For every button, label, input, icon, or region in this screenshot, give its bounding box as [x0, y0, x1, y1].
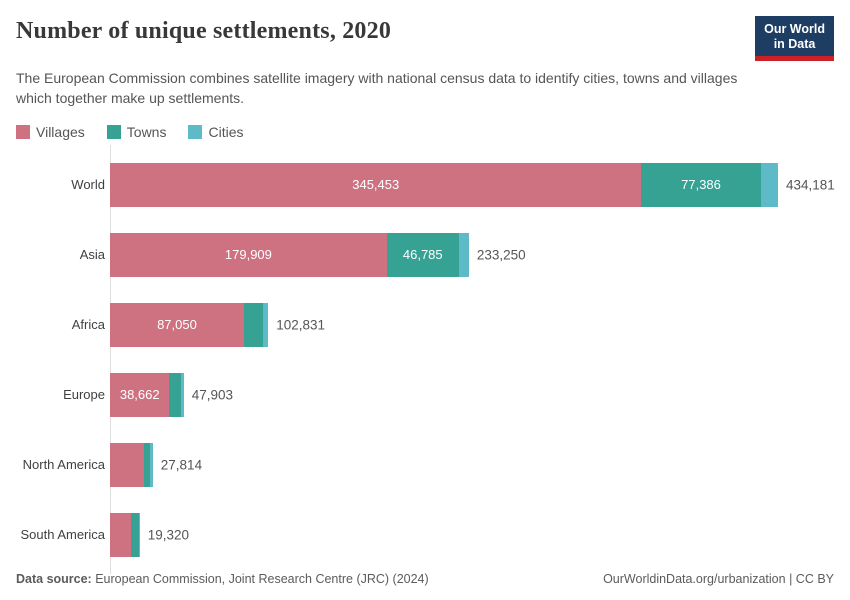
segment-value-label: 77,386	[681, 177, 721, 193]
bar-segment-villages[interactable]: 345,453	[110, 162, 642, 207]
stacked-bar: 87,050	[110, 302, 834, 347]
y-axis-line	[110, 144, 111, 574]
bar-segment-towns[interactable]	[243, 302, 263, 347]
bar-segment-villages[interactable]	[110, 442, 145, 487]
chart-footer: Data source: European Commission, Joint …	[16, 572, 834, 586]
bar-segment-towns[interactable]: 46,785	[386, 232, 459, 277]
chart-subtitle: The European Commission combines satelli…	[16, 70, 738, 107]
legend-item-cities[interactable]: Cities	[188, 124, 243, 140]
bar-segment-towns[interactable]	[144, 442, 151, 487]
owid-logo[interactable]: Our World in Data	[755, 16, 834, 61]
bar-segment-villages[interactable]: 179,909	[110, 232, 387, 277]
bar-segment-villages[interactable]: 38,662	[110, 372, 170, 417]
segment-value-label: 179,909	[224, 247, 272, 263]
bar-segment-towns[interactable]	[169, 372, 182, 417]
total-value-label: 27,814	[160, 457, 203, 473]
bar-row: South America 19,320	[16, 500, 834, 570]
stacked-bar	[110, 442, 834, 487]
bar-row: Europe 38,662 47,903	[16, 360, 834, 430]
bar-segment-cities[interactable]	[150, 442, 153, 487]
legend-swatch	[16, 124, 30, 139]
data-source-label: Data source:	[16, 572, 92, 586]
category-label[interactable]: North America	[22, 457, 105, 473]
bar-row: World 345,453 77,386 434,181	[16, 150, 835, 220]
legend-label: Towns	[126, 123, 167, 140]
bar-segment-villages[interactable]: 87,050	[110, 302, 244, 347]
stacked-bar	[110, 512, 834, 557]
bar-track: 19,320	[110, 512, 834, 557]
total-value-label: 434,181	[786, 177, 835, 193]
bar-segment-cities[interactable]	[760, 162, 778, 207]
segment-value-label: 38,662	[119, 387, 160, 403]
bar-segment-towns[interactable]	[131, 512, 140, 557]
legend: Villages Towns Cities	[16, 124, 834, 140]
legend-label: Villages	[36, 123, 85, 140]
bar-segment-cities[interactable]	[458, 232, 469, 277]
bar-row: Asia 179,909 46,785 233,250	[16, 220, 834, 290]
stacked-bar: 179,909 46,785	[110, 232, 834, 277]
total-value-label: 233,250	[476, 247, 526, 263]
data-source-value: European Commission, Joint Research Cent…	[91, 572, 429, 586]
data-source: Data source: European Commission, Joint …	[16, 572, 429, 586]
owid-url-link[interactable]: OurWorldinData.org/urbanization	[603, 572, 786, 586]
bar-segment-villages[interactable]	[110, 512, 131, 557]
bar-segment-cities[interactable]	[181, 372, 184, 417]
legend-item-towns[interactable]: Towns	[106, 123, 167, 140]
category-label[interactable]: South America	[20, 527, 105, 543]
segment-value-label: 345,453	[352, 177, 400, 193]
bar-track: 87,050 102,831	[110, 302, 834, 347]
total-value-label: 19,320	[147, 527, 190, 543]
logo-line1: Our World	[764, 22, 825, 36]
stacked-bar: 345,453 77,386	[110, 162, 834, 207]
bar-segment-cities[interactable]	[262, 302, 269, 347]
category-label[interactable]: Europe	[63, 387, 105, 403]
bar-segment-towns[interactable]: 77,386	[641, 162, 761, 207]
total-value-label: 47,903	[191, 387, 233, 403]
bar-track: 38,662 47,903	[110, 372, 834, 417]
stacked-bar: 38,662	[110, 372, 834, 417]
logo-line2: in Data	[773, 37, 816, 51]
bar-row: Africa 87,050 102,831	[16, 290, 834, 360]
license-label: CC BY	[795, 572, 834, 586]
bar-track: 27,814	[110, 442, 834, 487]
legend-swatch	[188, 124, 203, 139]
chart-area: World 345,453 77,386 434,181 Asia 179,909 46,7…	[16, 144, 835, 574]
bar-track: 345,453 77,386 434,181	[110, 162, 835, 207]
segment-value-label: 46,785	[402, 247, 443, 263]
legend-item-villages[interactable]: Villages	[16, 124, 85, 140]
page-title: Number of unique settlements, 2020	[16, 18, 392, 44]
credit-line: OurWorldinData.org/urbanization | CC BY	[603, 572, 834, 586]
segment-value-label: 87,050	[157, 317, 197, 333]
credit-separator: |	[785, 572, 796, 586]
legend-swatch	[106, 124, 121, 139]
category-label[interactable]: Africa	[71, 317, 105, 333]
bar-track: 179,909 46,785 233,250	[110, 232, 834, 277]
total-value-label: 102,831	[276, 317, 326, 333]
bar-row: North America 27,814	[16, 430, 834, 500]
chart-header: Number of unique settlements, 2020 Our W…	[16, 16, 834, 109]
category-label[interactable]: Asia	[79, 247, 105, 263]
category-label[interactable]: World	[71, 177, 105, 193]
legend-label: Cities	[208, 123, 244, 140]
